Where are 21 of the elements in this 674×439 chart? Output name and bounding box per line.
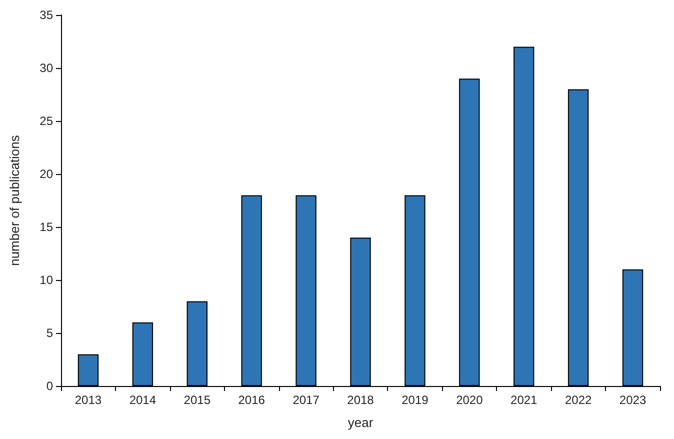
- x-tick-label: 2014: [129, 393, 156, 407]
- x-tick-label: 2017: [292, 393, 320, 407]
- y-tick-label: 0: [46, 379, 54, 393]
- x-tick-label: 2023: [619, 393, 646, 407]
- y-tick-label: 25: [40, 114, 54, 128]
- y-tick-label: 35: [40, 8, 54, 22]
- x-axis-title: year: [348, 415, 374, 430]
- x-tick-label: 2019: [402, 393, 429, 407]
- x-tick-label: 2018: [347, 393, 374, 407]
- x-tick-label: 2016: [238, 393, 266, 407]
- x-tick-label: 2022: [564, 393, 592, 407]
- y-tick-label: 5: [46, 326, 54, 340]
- x-tick-label: 2021: [510, 393, 538, 407]
- y-tick-label: 30: [40, 61, 54, 75]
- y-tick-label: 15: [40, 220, 54, 234]
- x-tick-label: 2013: [74, 393, 102, 407]
- y-tick-label: 10: [40, 273, 54, 287]
- x-tick-label: 2020: [456, 393, 484, 407]
- y-axis-title: number of publications: [7, 134, 22, 266]
- x-tick-label: 2015: [184, 393, 211, 407]
- y-tick-label: 20: [40, 167, 54, 181]
